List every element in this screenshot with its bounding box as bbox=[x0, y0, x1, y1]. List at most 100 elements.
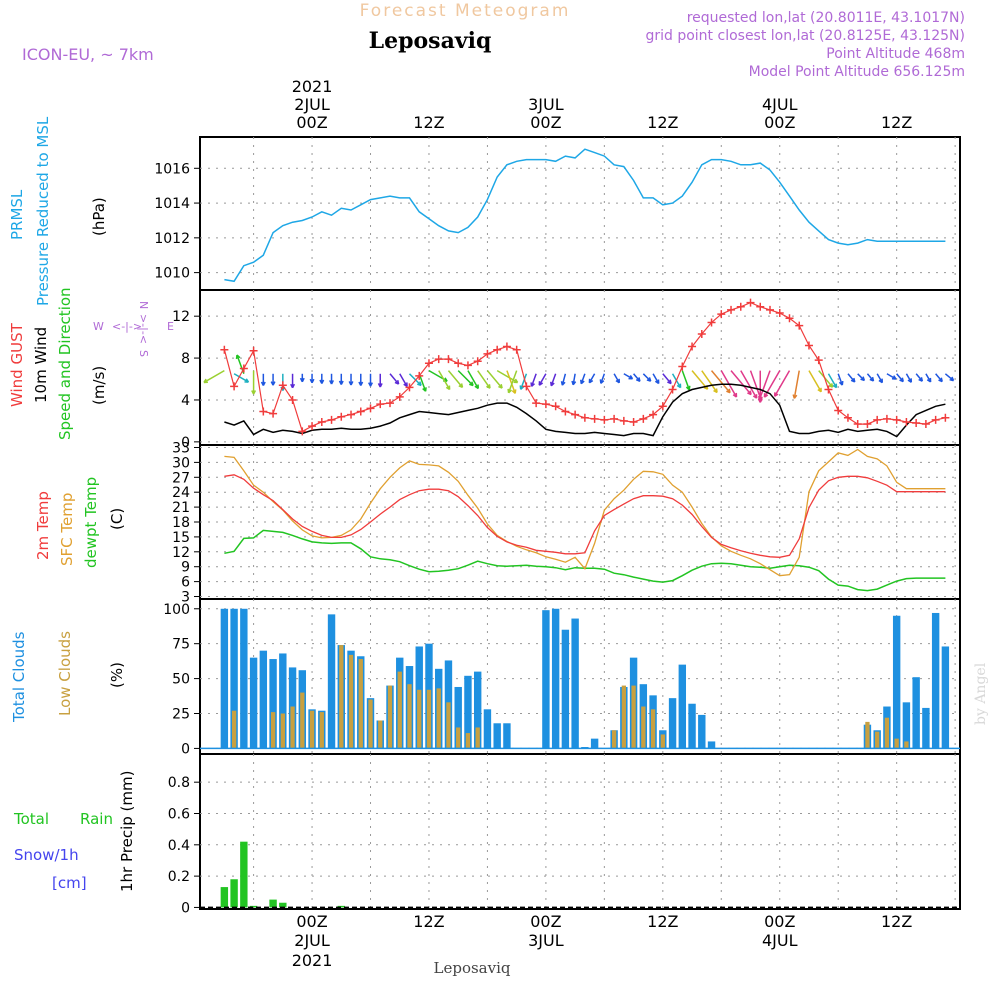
wind-arrowhead bbox=[732, 392, 738, 398]
wind-arrowhead bbox=[899, 377, 904, 383]
gust-marker bbox=[629, 417, 638, 426]
temp-unit: (C) bbox=[108, 508, 126, 530]
low-cloud-bar bbox=[611, 730, 617, 749]
gust-marker bbox=[707, 318, 716, 327]
low-cloud-bar bbox=[621, 685, 626, 749]
wind-arrowhead bbox=[832, 383, 838, 389]
gust-marker bbox=[308, 422, 317, 431]
wind-arrow bbox=[600, 373, 606, 384]
precip-unit: 1hr Precip (mm) bbox=[118, 771, 136, 892]
wind-arrowhead bbox=[235, 354, 241, 360]
requested-coords: requested lon,lat (20.8011E, 43.1017N) bbox=[687, 10, 965, 26]
gust-marker bbox=[395, 392, 404, 401]
low-cloud-bar bbox=[397, 671, 402, 749]
gust-marker bbox=[678, 362, 687, 371]
compass-icon: W <-|-> E N >-|-< S bbox=[93, 301, 174, 357]
gust-marker bbox=[931, 415, 940, 424]
gust-marker bbox=[278, 381, 287, 390]
sfc-temp-label: SFC Temp bbox=[58, 493, 76, 566]
svg-text:W: W bbox=[93, 320, 104, 333]
pressure-ytick-label: 1016 bbox=[154, 161, 190, 177]
wind-arrow bbox=[701, 370, 718, 393]
wind-arrowhead bbox=[792, 394, 798, 399]
gust-marker bbox=[288, 395, 297, 404]
rain-bar bbox=[230, 879, 238, 908]
wind-arrowhead bbox=[538, 381, 544, 386]
total-cloud-bar bbox=[464, 675, 472, 749]
wind-arrow bbox=[572, 373, 576, 385]
top-time-tick-label: 12Z bbox=[881, 113, 912, 132]
wind-arrow bbox=[774, 370, 791, 397]
total-cloud-bar bbox=[327, 614, 336, 749]
2m-temp-series bbox=[224, 474, 946, 558]
wind-arrowhead bbox=[513, 378, 519, 384]
low-cloud-bar bbox=[650, 709, 656, 749]
bottom-time-tick-label: 12Z bbox=[881, 912, 912, 931]
top-time-tick-label: 00Z bbox=[764, 113, 795, 132]
wind-arrow bbox=[808, 370, 822, 393]
gust-marker bbox=[571, 410, 580, 419]
pressure-panel: 1010 1012 1014 1016 bbox=[154, 136, 961, 291]
total-cloud-bar bbox=[668, 698, 677, 749]
gust-marker bbox=[727, 305, 736, 314]
gust-marker bbox=[347, 410, 356, 419]
gust-marker bbox=[298, 427, 307, 436]
wind-arrowhead bbox=[260, 381, 266, 386]
svg-text:S: S bbox=[137, 350, 150, 357]
low-cloud-bar bbox=[456, 727, 461, 749]
gust-marker bbox=[415, 371, 424, 380]
total-cloud-bar bbox=[503, 723, 511, 749]
clouds-unit: (%) bbox=[108, 662, 126, 688]
wind-arrowhead bbox=[635, 377, 641, 382]
wind-arrowhead bbox=[850, 377, 856, 383]
wind-arrowhead bbox=[368, 382, 373, 387]
wind-arrow bbox=[438, 370, 451, 390]
gust-marker bbox=[668, 385, 677, 394]
clouds-ytick-label: 25 bbox=[172, 707, 190, 723]
wind-arrowhead bbox=[758, 395, 763, 401]
prmsl-series bbox=[224, 148, 946, 283]
wind-arrow bbox=[399, 373, 408, 387]
wind-arrowhead bbox=[403, 382, 408, 388]
gust-marker bbox=[873, 415, 882, 424]
wind-arrow bbox=[588, 373, 596, 384]
total-cloud-bar bbox=[279, 653, 287, 749]
gust-marker bbox=[639, 414, 648, 423]
gust-marker bbox=[697, 329, 706, 338]
precip-frame bbox=[199, 753, 961, 910]
gust-marker bbox=[580, 413, 589, 422]
low-cloud-bar bbox=[270, 712, 276, 749]
wind-arrowhead bbox=[422, 387, 427, 392]
wind-arrowhead bbox=[628, 375, 634, 380]
wind-arrowhead bbox=[519, 385, 525, 390]
footer-location: Leposaviq bbox=[434, 959, 511, 977]
wind-arrow bbox=[467, 370, 479, 389]
low-cloud-bar bbox=[358, 659, 363, 749]
wind-arrow bbox=[827, 373, 838, 389]
precip-panel: 0 0.2 0.4 0.6 0.8 bbox=[168, 753, 961, 916]
low-cloud-bar bbox=[426, 689, 432, 749]
total-cloud-bar bbox=[542, 610, 550, 749]
gust-marker bbox=[512, 345, 521, 354]
gust-marker bbox=[766, 305, 774, 314]
clouds-ytick-label: 100 bbox=[163, 602, 190, 618]
total-cloud-bar bbox=[220, 608, 229, 749]
gust-marker bbox=[649, 410, 658, 419]
wind-arrow bbox=[944, 373, 954, 382]
wind-arrow bbox=[652, 373, 660, 384]
total-cloud-bar bbox=[473, 671, 482, 749]
wind-arrowhead bbox=[338, 380, 344, 385]
top-time-tick-label: 00Z bbox=[530, 113, 561, 132]
clouds-ytick-label: 75 bbox=[172, 637, 190, 653]
low-cloud-bar bbox=[446, 702, 451, 749]
gust-marker bbox=[337, 412, 346, 421]
gust-marker bbox=[804, 341, 813, 350]
wind-arrow bbox=[876, 373, 883, 383]
gust-marker bbox=[317, 417, 326, 426]
clouds-panel: 0 25 50 75 100 bbox=[163, 598, 961, 757]
gust-marker bbox=[736, 302, 745, 311]
wind-arrow bbox=[457, 370, 474, 387]
wind-arrowhead bbox=[726, 388, 731, 394]
wind-arrow bbox=[203, 369, 225, 384]
temp-ytick-label: 27 bbox=[172, 470, 190, 486]
